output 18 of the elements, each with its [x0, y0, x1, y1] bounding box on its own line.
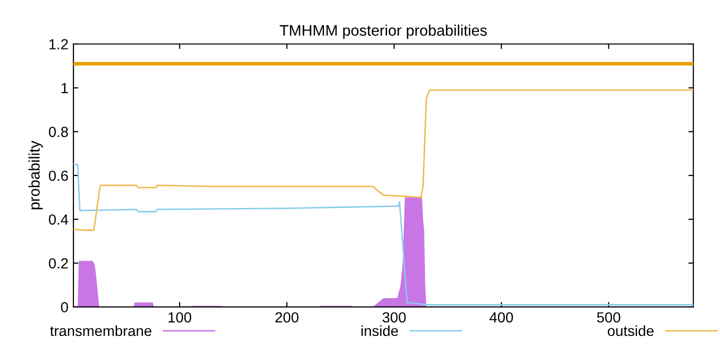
- y-tick-label: 0: [61, 302, 68, 312]
- y-axis-title: probability: [28, 140, 43, 210]
- y-tick-label: 0.6: [48, 170, 68, 181]
- legend-label: inside: [362, 325, 398, 336]
- y-tick-label: 0.2: [48, 258, 68, 269]
- x-tick-label: 100: [168, 312, 192, 323]
- x-tick-label: 400: [490, 312, 513, 323]
- x-tick-label: 200: [275, 312, 298, 323]
- line-series: [73, 89, 694, 231]
- chart-title: TMHMM posterior probabilities: [280, 24, 487, 39]
- x-tick-label: 500: [597, 312, 620, 323]
- legend-label: outside: [608, 325, 654, 336]
- y-tick-label: 0.4: [48, 214, 68, 225]
- y-tick-label: 0.8: [48, 126, 68, 138]
- x-tick-label: 300: [382, 312, 406, 323]
- y-tick-label: 1: [62, 83, 68, 94]
- legend-label: transmembrane: [50, 325, 152, 336]
- y-tick-label: 1.2: [49, 39, 68, 50]
